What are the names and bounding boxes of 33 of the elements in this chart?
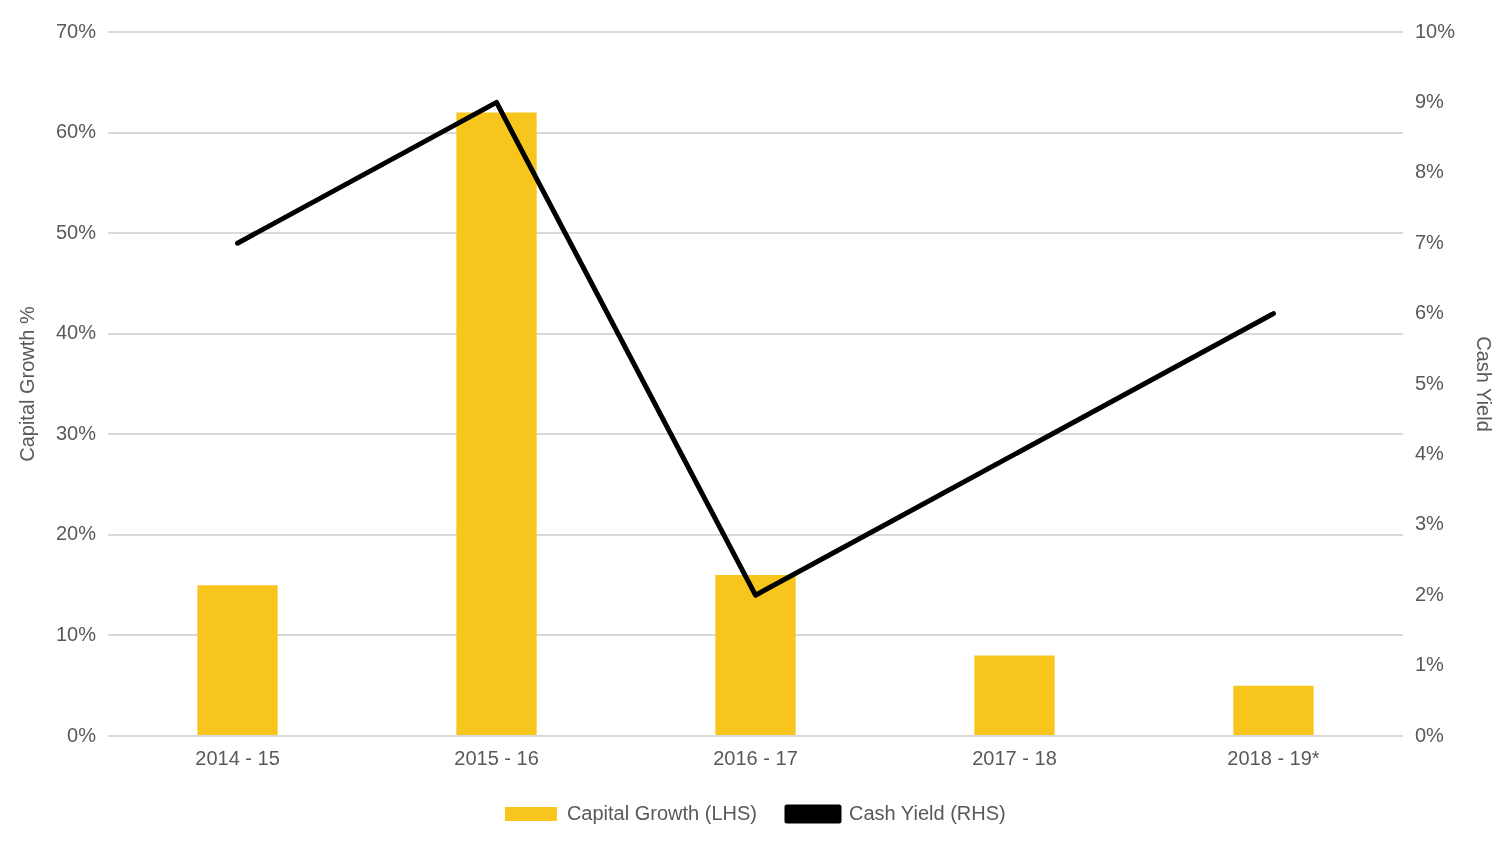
bar — [456, 112, 537, 735]
y2-tick-label: 10% — [1414, 19, 1456, 42]
legend-label: Cash Yield (RHS) — [848, 801, 1006, 824]
y2-tick-label: 3% — [1414, 512, 1445, 535]
y2-tick-label: 8% — [1414, 160, 1445, 183]
y2-tick-label: 9% — [1414, 89, 1445, 112]
x-tick-label: 2017 - 18 — [972, 746, 1057, 769]
y-tick-label: 20% — [56, 522, 97, 545]
y2-tick-label: 4% — [1414, 441, 1445, 464]
bar — [715, 575, 796, 735]
x-tick-label: 2015 - 16 — [454, 746, 539, 769]
x-tick-label: 2016 - 17 — [713, 746, 798, 769]
bar — [974, 655, 1055, 735]
y2-tick-label: 0% — [1414, 723, 1445, 746]
y2-tick-label: 7% — [1414, 230, 1445, 253]
y-tick-label: 40% — [56, 321, 97, 344]
y-tick-label: 10% — [56, 622, 97, 645]
legend-label: Capital Growth (LHS) — [566, 801, 757, 824]
y-axis-title: Capital Growth % — [15, 305, 38, 462]
y-tick-label: 0% — [67, 723, 97, 746]
y2-tick-label: 1% — [1414, 653, 1445, 676]
y2-tick-label: 5% — [1414, 371, 1445, 394]
y2-tick-label: 2% — [1414, 582, 1445, 605]
bar — [197, 585, 278, 735]
y-tick-label: 30% — [56, 421, 97, 444]
y2-axis-title: Cash Yield — [1473, 336, 1496, 432]
y-tick-label: 50% — [56, 220, 97, 243]
x-tick-label: 2018 - 19* — [1227, 746, 1320, 769]
y2-tick-label: 6% — [1414, 301, 1445, 324]
y-tick-label: 70% — [56, 19, 97, 42]
x-tick-label: 2014 - 15 — [195, 746, 280, 769]
bar — [1233, 685, 1314, 735]
y-tick-label: 60% — [56, 120, 97, 143]
